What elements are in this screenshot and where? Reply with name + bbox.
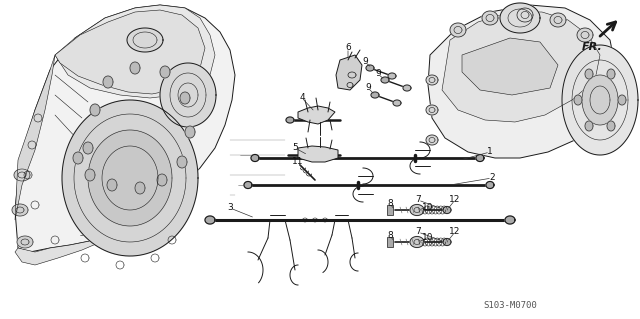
Polygon shape [130, 62, 140, 74]
Text: 6: 6 [345, 43, 351, 53]
Polygon shape [205, 216, 215, 224]
Polygon shape [88, 130, 172, 226]
Polygon shape [157, 174, 167, 186]
Polygon shape [160, 63, 216, 127]
Text: 1: 1 [487, 147, 493, 157]
Text: 12: 12 [449, 196, 461, 204]
Polygon shape [505, 216, 515, 224]
Polygon shape [90, 104, 100, 116]
Polygon shape [443, 206, 451, 213]
Polygon shape [450, 23, 466, 37]
Polygon shape [550, 13, 566, 27]
Polygon shape [607, 121, 615, 131]
Polygon shape [286, 117, 294, 123]
Polygon shape [582, 75, 618, 125]
Polygon shape [55, 5, 215, 98]
Polygon shape [177, 156, 187, 168]
Polygon shape [127, 28, 163, 52]
Polygon shape [12, 204, 28, 216]
Polygon shape [410, 236, 424, 248]
Polygon shape [298, 146, 338, 162]
Polygon shape [482, 11, 498, 25]
Polygon shape [244, 182, 252, 189]
Text: 5: 5 [292, 144, 298, 152]
Polygon shape [426, 75, 438, 85]
Polygon shape [562, 45, 638, 155]
Polygon shape [574, 95, 582, 105]
Polygon shape [185, 126, 195, 138]
Polygon shape [618, 95, 626, 105]
Text: 10: 10 [422, 234, 434, 242]
Polygon shape [160, 66, 170, 78]
Polygon shape [486, 182, 494, 189]
Polygon shape [17, 236, 33, 248]
Text: 2: 2 [489, 174, 495, 182]
Polygon shape [336, 55, 362, 90]
Polygon shape [180, 92, 190, 104]
Polygon shape [500, 3, 540, 33]
Polygon shape [15, 5, 235, 252]
Polygon shape [577, 28, 593, 42]
Polygon shape [410, 204, 424, 216]
Text: 9: 9 [375, 70, 381, 78]
Polygon shape [135, 182, 145, 194]
Text: 7: 7 [415, 196, 421, 204]
Polygon shape [426, 105, 438, 115]
Polygon shape [585, 69, 593, 79]
Text: 10: 10 [422, 203, 434, 211]
Polygon shape [73, 152, 83, 164]
Polygon shape [443, 239, 451, 246]
Text: 9: 9 [362, 57, 368, 66]
Text: 9: 9 [365, 84, 371, 93]
Polygon shape [393, 100, 401, 106]
Polygon shape [298, 106, 335, 124]
Text: 7: 7 [415, 227, 421, 236]
Polygon shape [371, 92, 379, 98]
Polygon shape [107, 179, 117, 191]
Polygon shape [428, 5, 615, 158]
Polygon shape [251, 154, 259, 161]
Polygon shape [585, 121, 593, 131]
Text: 12: 12 [449, 227, 461, 236]
Polygon shape [607, 69, 615, 79]
Polygon shape [366, 65, 374, 71]
Text: S103-M0700: S103-M0700 [483, 300, 537, 309]
Polygon shape [381, 77, 389, 83]
Polygon shape [403, 85, 411, 91]
Polygon shape [14, 169, 30, 181]
Polygon shape [387, 205, 393, 215]
Polygon shape [517, 8, 533, 22]
Polygon shape [83, 142, 93, 154]
Polygon shape [85, 169, 95, 181]
Polygon shape [55, 10, 205, 94]
Text: 11: 11 [292, 158, 304, 167]
Text: 4: 4 [299, 93, 305, 102]
Polygon shape [426, 135, 438, 145]
Text: 3: 3 [227, 204, 233, 212]
Text: 8: 8 [387, 232, 393, 241]
Polygon shape [62, 100, 198, 256]
Polygon shape [462, 38, 558, 95]
Polygon shape [476, 154, 484, 161]
Polygon shape [103, 76, 113, 88]
Text: FR.: FR. [582, 42, 602, 52]
Polygon shape [442, 12, 600, 122]
Polygon shape [388, 73, 396, 79]
Polygon shape [387, 237, 393, 247]
Polygon shape [15, 192, 170, 265]
Polygon shape [15, 55, 55, 220]
Text: 8: 8 [387, 199, 393, 209]
